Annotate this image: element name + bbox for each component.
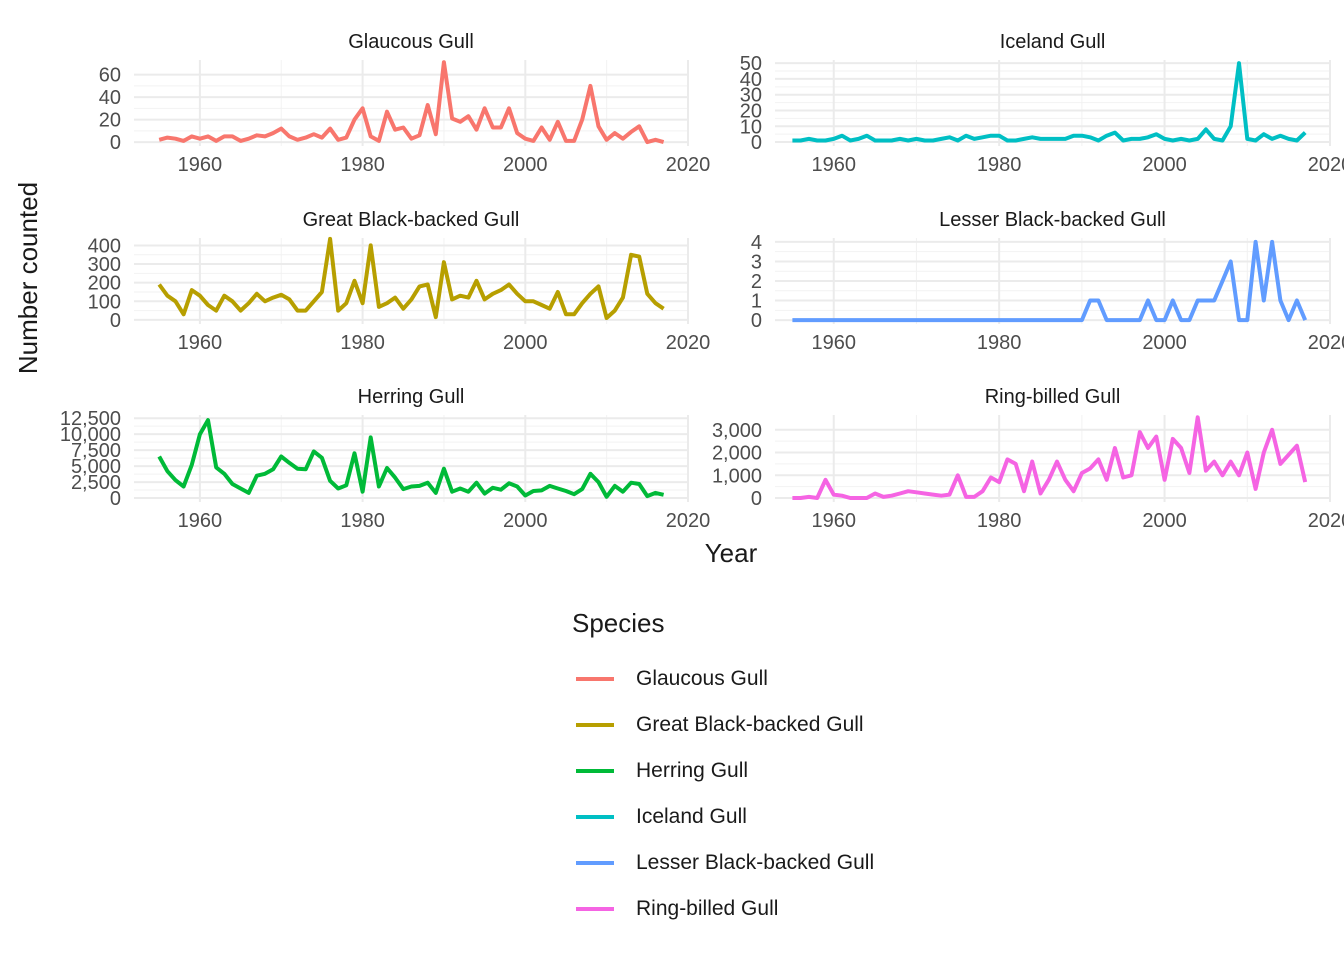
y-tick-label: 20 bbox=[99, 110, 121, 132]
series-line bbox=[158, 60, 665, 145]
y-tick-label: 20 bbox=[740, 100, 762, 122]
y-tick-label: 0 bbox=[751, 488, 762, 510]
x-tick-label: 1960 bbox=[811, 332, 856, 354]
legend: Species Glaucous Gull Great Black-backed … bbox=[572, 608, 992, 932]
y-tick-label: 5,000 bbox=[71, 456, 121, 478]
y-tick-label: 1,000 bbox=[712, 465, 762, 487]
x-tick-label: 2020 bbox=[666, 332, 711, 354]
legend-label: Lesser Black-backed Gull bbox=[636, 851, 875, 874]
series-line bbox=[792, 415, 1308, 500]
legend-items: Glaucous Gull Great Black-backed Gull Herr… bbox=[572, 656, 992, 932]
facet-title: Glaucous Gull bbox=[348, 31, 474, 53]
y-tick-label: 2 bbox=[751, 271, 762, 293]
y-tick-label: 12,500 bbox=[60, 408, 121, 430]
facet-panel: Herring Gull 1960 1980 2000 2020 02,5005,0007… bbox=[60, 386, 710, 532]
y-tick-label: 40 bbox=[99, 87, 121, 109]
y-tick-label: 4 bbox=[751, 232, 762, 254]
y-tick-label: 0 bbox=[751, 310, 762, 332]
y-tick-label: 1 bbox=[751, 291, 762, 313]
y-tick-label: 0 bbox=[751, 132, 762, 154]
y-axis-title: Number counted bbox=[13, 182, 43, 374]
legend-label: Great Black-backed Gull bbox=[636, 713, 864, 736]
x-tick-label: 1960 bbox=[178, 510, 223, 532]
x-tick-label: 2000 bbox=[1142, 332, 1187, 354]
y-tick-label: 2,000 bbox=[712, 443, 762, 465]
y-tick-label: 0 bbox=[110, 488, 121, 510]
x-tick-label: 1980 bbox=[340, 510, 385, 532]
y-tick-label: 7,500 bbox=[71, 440, 121, 462]
legend-key bbox=[576, 815, 614, 819]
series-line bbox=[157, 236, 665, 320]
legend-label: Iceland Gull bbox=[636, 805, 747, 828]
legend-key bbox=[576, 723, 614, 727]
legend-key bbox=[576, 861, 614, 865]
y-tick-label: 30 bbox=[740, 85, 762, 107]
legend-item: Herring Gull bbox=[572, 748, 992, 794]
legend-label: Glaucous Gull bbox=[636, 667, 768, 690]
y-tick-label: 3 bbox=[751, 251, 762, 273]
legend-key bbox=[576, 769, 614, 773]
x-tick-label: 1980 bbox=[977, 332, 1022, 354]
x-tick-label: 2020 bbox=[1308, 332, 1344, 354]
x-tick-label: 2000 bbox=[503, 154, 548, 176]
legend-item: Great Black-backed Gull bbox=[572, 702, 992, 748]
legend-item: Lesser Black-backed Gull bbox=[572, 840, 992, 886]
x-tick-label: 1980 bbox=[340, 154, 385, 176]
y-tick-label: 300 bbox=[88, 254, 121, 276]
y-tick-label: 40 bbox=[740, 69, 762, 91]
x-tick-label: 2020 bbox=[666, 510, 711, 532]
facet-title: Ring-billed Gull bbox=[985, 386, 1121, 408]
facet-title: Great Black-backed Gull bbox=[303, 209, 520, 231]
x-tick-label: 2000 bbox=[1142, 510, 1187, 532]
y-tick-label: 3,000 bbox=[712, 420, 762, 442]
facet-panel: Ring-billed Gull 1960 1980 2000 2020 01,0002,… bbox=[712, 386, 1344, 532]
legend-item: Glaucous Gull bbox=[572, 656, 992, 702]
x-tick-label: 1960 bbox=[811, 154, 856, 176]
x-tick-label: 1960 bbox=[178, 332, 223, 354]
x-tick-label: 1980 bbox=[977, 510, 1022, 532]
facet-title: Iceland Gull bbox=[1000, 31, 1106, 53]
legend-label: Herring Gull bbox=[636, 759, 749, 782]
y-tick-label: 200 bbox=[88, 273, 121, 295]
legend-key bbox=[576, 677, 614, 681]
y-tick-label: 100 bbox=[88, 291, 121, 313]
x-tick-label: 2020 bbox=[1308, 154, 1344, 176]
x-tick-label: 2000 bbox=[503, 332, 548, 354]
series-line bbox=[792, 61, 1307, 143]
y-tick-label: 2,500 bbox=[71, 472, 121, 494]
series-line bbox=[157, 418, 665, 499]
y-tick-label: 400 bbox=[88, 235, 121, 257]
x-tick-label: 1960 bbox=[178, 154, 223, 176]
x-tick-label: 2000 bbox=[503, 510, 548, 532]
y-tick-label: 60 bbox=[99, 65, 121, 87]
x-tick-label: 1960 bbox=[811, 510, 856, 532]
facet-panel: Great Black-backed Gull 1960 1980 2000 2020 0… bbox=[88, 209, 711, 354]
legend-item: Ring-billed Gull bbox=[572, 886, 992, 932]
series-line bbox=[792, 239, 1308, 323]
x-tick-label: 2020 bbox=[666, 154, 711, 176]
x-tick-label: 1980 bbox=[340, 332, 385, 354]
x-tick-label: 2000 bbox=[1142, 154, 1187, 176]
x-tick-label: 2020 bbox=[1308, 510, 1344, 532]
legend-label: Ring-billed Gull bbox=[636, 897, 779, 920]
x-axis-title: Year bbox=[705, 538, 758, 568]
y-tick-label: 0 bbox=[110, 310, 121, 332]
legend-title: Species bbox=[572, 608, 665, 638]
y-tick-label: 10 bbox=[740, 116, 762, 138]
facet-title: Herring Gull bbox=[358, 386, 465, 408]
facet-title: Lesser Black-backed Gull bbox=[939, 209, 1166, 231]
y-tick-label: 50 bbox=[740, 53, 762, 75]
x-tick-label: 1980 bbox=[977, 154, 1022, 176]
legend-item: Iceland Gull bbox=[572, 794, 992, 840]
y-tick-label: 10,000 bbox=[60, 424, 121, 446]
y-tick-label: 0 bbox=[110, 132, 121, 154]
legend-key bbox=[576, 907, 614, 911]
